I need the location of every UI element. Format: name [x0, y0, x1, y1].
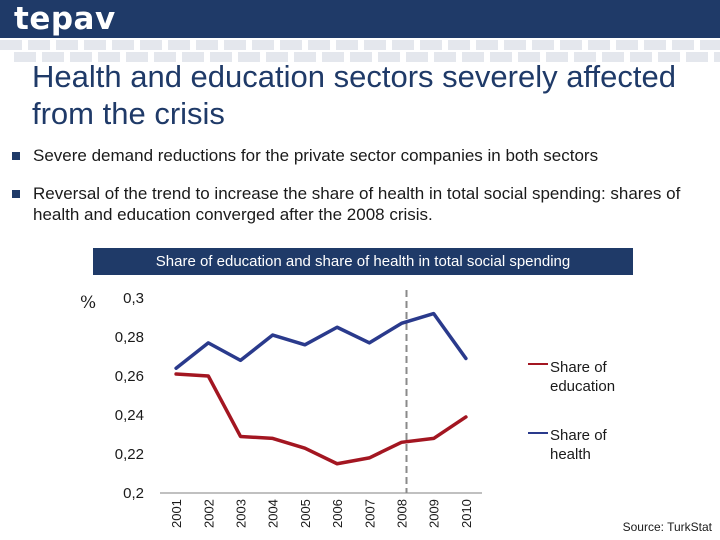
y-tick-label: 0,28	[115, 329, 144, 346]
decorative-square	[294, 52, 316, 62]
decorative-square	[686, 52, 708, 62]
chart-title: Share of education and share of health i…	[93, 248, 633, 275]
decorative-square	[518, 52, 540, 62]
decorative-square	[546, 52, 568, 62]
decorative-square	[168, 40, 190, 50]
decorative-square	[28, 40, 50, 50]
decorative-square	[14, 52, 36, 62]
x-tick-label: 2006	[330, 499, 345, 528]
decorative-square	[238, 52, 260, 62]
bullet-square-icon	[12, 152, 20, 160]
decorative-square	[224, 40, 246, 50]
brand-logo: tepav	[14, 1, 116, 37]
decorative-square	[476, 40, 498, 50]
bullet-text: Reversal of the trend to increase the sh…	[33, 184, 681, 224]
decorative-square	[252, 40, 274, 50]
decorative-square	[98, 52, 120, 62]
x-tick-label: 2008	[395, 499, 410, 528]
decorative-square	[574, 52, 596, 62]
decorative-square	[70, 52, 92, 62]
x-tick-label: 2004	[266, 499, 281, 528]
decorative-square	[420, 40, 442, 50]
y-tick-label: 0,26	[115, 368, 144, 385]
x-tick-label: 2005	[298, 499, 313, 528]
decorative-square	[616, 40, 638, 50]
x-tick-label: 2010	[459, 499, 474, 528]
header-bar: tepav	[0, 0, 720, 38]
decorative-square	[280, 40, 302, 50]
decorative-square	[392, 40, 414, 50]
decorative-square	[406, 52, 428, 62]
series-line	[174, 311, 468, 370]
y-tick-label: 0,24	[115, 407, 144, 424]
decorative-square	[658, 52, 680, 62]
decorative-square	[336, 40, 358, 50]
decorative-square	[434, 52, 456, 62]
decorative-square	[126, 52, 148, 62]
slide-title: Health and education sectors severely af…	[32, 59, 676, 131]
decorative-square	[196, 40, 218, 50]
x-tick-label: 2009	[427, 499, 442, 528]
x-tick-label: 2003	[234, 499, 249, 528]
decorative-square	[672, 40, 694, 50]
legend-label: Share of education	[550, 359, 615, 395]
decorative-square	[532, 40, 554, 50]
decorative-square	[448, 40, 470, 50]
decorative-square	[630, 52, 652, 62]
decorative-square	[462, 52, 484, 62]
decorative-square	[714, 52, 720, 62]
y-tick-label: 0,2	[123, 485, 144, 502]
decorative-square	[364, 40, 386, 50]
decorative-square	[560, 40, 582, 50]
decorative-square	[84, 40, 106, 50]
decorative-square	[42, 52, 64, 62]
decorative-square	[112, 40, 134, 50]
decorative-square	[644, 40, 666, 50]
decorative-square	[266, 52, 288, 62]
decorative-square	[350, 52, 372, 62]
bullet-text: Severe demand reductions for the private…	[33, 146, 599, 165]
decorative-square	[308, 40, 330, 50]
decorative-square	[588, 40, 610, 50]
decorative-square	[0, 40, 22, 50]
x-tick-label: 2002	[201, 499, 216, 528]
decorative-square	[182, 52, 204, 62]
decorative-square	[378, 52, 400, 62]
decorative-square	[56, 40, 78, 50]
legend-label: Share of health	[550, 427, 608, 463]
decorative-square	[504, 40, 526, 50]
x-tick-label: 2001	[169, 499, 184, 528]
decorative-square	[602, 52, 624, 62]
decorative-square	[140, 40, 162, 50]
decorative-square	[322, 52, 344, 62]
series-line	[174, 372, 468, 466]
bullet-square-icon	[12, 190, 20, 198]
decorative-square	[490, 52, 512, 62]
decorative-square	[700, 40, 720, 50]
source-note: Source: TurkStat	[622, 520, 712, 534]
decorative-square	[154, 52, 176, 62]
x-tick-label: 2007	[362, 499, 377, 528]
decorative-square	[210, 52, 232, 62]
y-tick-label: 0,22	[115, 446, 144, 463]
decorative-squares	[0, 38, 720, 62]
y-tick-label: 0,3	[123, 290, 144, 307]
y-axis-unit-label: %	[80, 293, 97, 313]
